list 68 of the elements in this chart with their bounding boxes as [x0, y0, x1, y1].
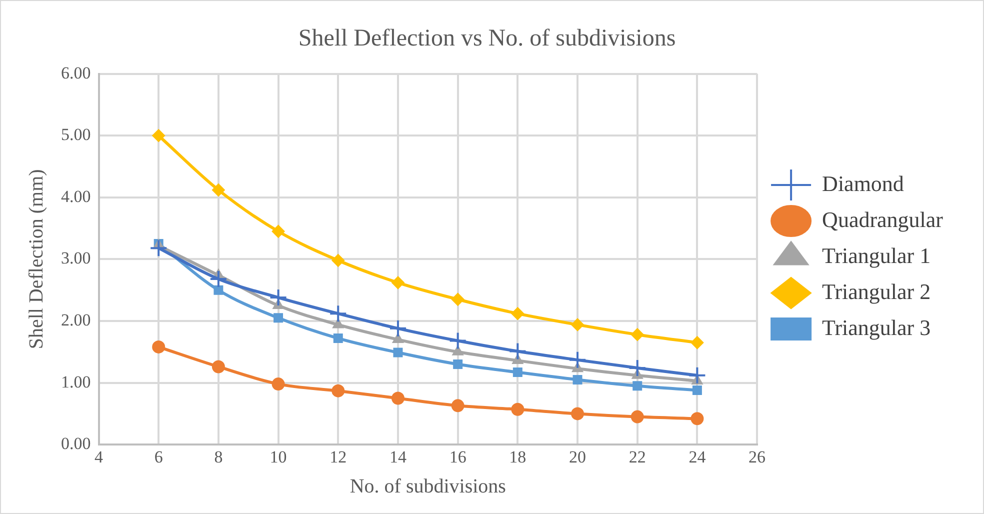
x-tick-label: 26 — [748, 447, 766, 466]
point — [209, 270, 228, 288]
point — [272, 378, 285, 391]
y-tick-label: 4.00 — [61, 186, 91, 206]
y-axis-title: Shell Deflection (mm) — [25, 169, 48, 350]
point — [391, 276, 404, 290]
y-tick-label: 3.00 — [61, 248, 91, 268]
point — [152, 340, 166, 354]
point — [568, 350, 587, 369]
x-tick-label: 14 — [389, 447, 407, 466]
point — [333, 334, 343, 344]
y-tick-label: 6.00 — [61, 63, 91, 82]
point — [269, 288, 288, 307]
point — [272, 224, 285, 238]
point — [212, 183, 225, 196]
x-tick-label: 10 — [270, 447, 287, 466]
point — [152, 129, 166, 142]
point — [332, 254, 345, 267]
point — [508, 342, 527, 360]
point — [511, 307, 524, 320]
x-tick-label: 22 — [628, 447, 646, 466]
point — [212, 360, 225, 374]
x-tick-label: 20 — [569, 447, 586, 466]
legend-label: Triangular 1 — [822, 242, 931, 268]
point — [452, 345, 464, 356]
x-tick-label: 16 — [449, 447, 466, 466]
y-tick-label: 1.00 — [61, 372, 91, 392]
chart-title: Shell Deflection vs No. of subdivisions — [298, 26, 676, 52]
x-tick-label: 6 — [154, 447, 163, 466]
point — [329, 304, 348, 323]
legend-label: Triangular 2 — [822, 278, 931, 304]
point — [448, 332, 467, 350]
point — [630, 410, 644, 424]
y-tick-label: 2.00 — [61, 310, 91, 330]
point — [632, 381, 642, 391]
point — [392, 333, 404, 344]
point — [451, 399, 464, 412]
legend-label: Quadrangular — [822, 206, 944, 232]
legend-label: Diamond — [822, 170, 904, 196]
point — [572, 374, 582, 384]
x-tick-label: 24 — [688, 447, 706, 466]
point — [628, 358, 646, 377]
legend-label: Triangular 3 — [822, 314, 931, 340]
y-tick-label: 0.00 — [61, 434, 91, 454]
point — [571, 318, 584, 332]
point — [512, 368, 522, 378]
point — [150, 239, 168, 258]
point — [214, 285, 224, 295]
point — [391, 392, 404, 405]
point — [393, 348, 403, 358]
point — [451, 292, 464, 306]
point — [690, 336, 704, 350]
x-tick-label: 18 — [509, 447, 526, 466]
point — [274, 313, 284, 323]
point — [690, 412, 704, 426]
x-tick-label: 8 — [214, 447, 223, 466]
y-tick-label: 5.00 — [61, 125, 91, 144]
x-tick-label: 12 — [330, 447, 347, 466]
point — [630, 328, 644, 342]
point — [688, 366, 706, 384]
point — [453, 360, 463, 370]
point — [571, 407, 584, 420]
point — [511, 402, 524, 416]
x-tick-label: 4 — [94, 447, 104, 466]
point — [332, 384, 345, 398]
point — [388, 319, 407, 338]
x-axis-title: No. of subdivisions — [350, 475, 506, 498]
point — [692, 385, 702, 395]
